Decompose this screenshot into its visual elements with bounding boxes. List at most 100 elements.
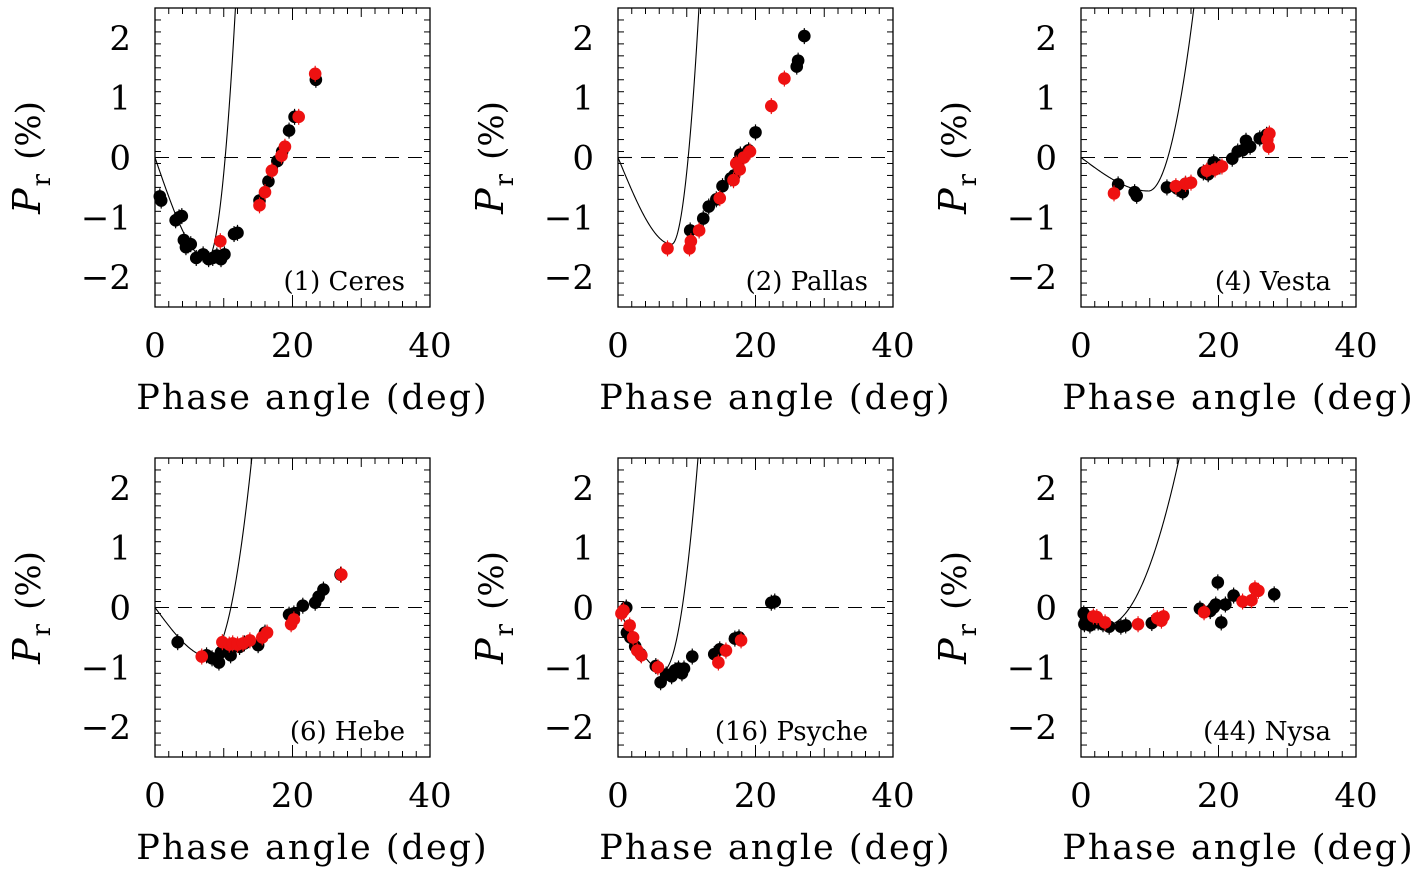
data-point [1219,598,1232,611]
data-point [224,649,237,662]
y-axis-label: Pr (%) [931,551,983,665]
series-red [661,70,791,257]
y-tick-label: −1 [544,648,594,688]
data-point [1262,140,1275,154]
x-tick-label: 20 [1197,776,1240,816]
y-tick-label: 0 [1035,589,1057,629]
data-point [683,224,697,237]
data-point [765,99,778,113]
x-axis-label: Phase angle (deg) [1062,378,1414,418]
data-point [175,209,189,223]
x-axis-label: Phase angle (deg) [136,828,488,868]
data-point [1215,160,1229,173]
data-point [231,226,244,240]
x-tick-label: 40 [1334,326,1377,366]
data-point [623,619,636,632]
y-axis-label: Pr (%) [468,101,520,215]
fit-curve [1081,458,1180,626]
x-axis-label: Phase angle (deg) [136,378,488,418]
y-tick-label: −2 [1007,708,1057,748]
data-point [258,185,272,199]
x-tick-label: 0 [1070,776,1092,816]
data-point [798,29,811,43]
data-point [1130,189,1143,203]
y-tick-label: 1 [1035,529,1057,569]
x-tick-label: 40 [871,776,914,816]
x-tick-label: 0 [144,776,166,816]
y-tick-label: 1 [109,79,131,119]
x-tick-label: 40 [408,776,451,816]
panel-5: 0 20 40 −2 −1 0 1 2 Phase angle (deg) Pr (%) (16) P… [468,457,950,868]
y-tick-label: 1 [1035,79,1057,119]
y-tick-label: −1 [1007,648,1057,688]
y-axis-label: Pr (%) [931,101,983,215]
y-tick-label: −1 [81,198,131,238]
y-tick-label: 0 [109,139,131,179]
data-point [1169,179,1183,193]
data-point [335,568,348,581]
panel-2: 0 20 40 −2 −1 0 1 2 Phase angle (deg) Pr (%) (2) Pa… [468,7,951,418]
data-point [154,194,168,207]
y-tick-label: −2 [544,258,594,298]
series-black [153,71,323,268]
data-point [1227,589,1240,602]
data-point [260,626,274,639]
panel-label: (1) Ceres [283,267,405,297]
y-tick-label: −1 [81,648,131,688]
panel-3: 0 20 40 −2 −1 0 1 2 Phase angle (deg) Pr (%) (4) Ve… [931,7,1414,418]
y-axis-unit: (%) [9,551,49,610]
data-point [218,248,231,261]
data-point [243,634,257,647]
data-point [727,173,740,187]
data-point [684,234,698,248]
y-axis-subscript: r [490,173,520,186]
y-tick-label: −2 [544,708,594,748]
x-tick-label: 40 [408,326,451,366]
y-tick-label: 2 [572,469,594,509]
data-point [265,164,279,177]
series-red [615,602,748,676]
fit-curve [1081,8,1195,192]
data-point [661,242,674,255]
data-point [1119,619,1132,632]
y-tick-label: 2 [1035,469,1057,509]
panel-6: 0 20 40 −2 −1 0 1 2 Phase angle (deg) Pr (%) (44) N… [931,457,1414,868]
data-point [791,54,805,67]
x-tick-label: 0 [1070,326,1092,366]
y-axis-label: Pr (%) [468,551,520,665]
y-tick-label: 2 [109,469,131,509]
x-axis-label: Phase angle (deg) [599,378,951,418]
panel-label: (16) Psyche [715,717,868,747]
x-axis-label: Phase angle (deg) [1062,828,1414,868]
x-tick-label: 20 [734,776,777,816]
data-point [692,224,706,237]
data-point [778,72,791,85]
data-point [1263,127,1276,140]
data-point [749,126,762,139]
data-point [635,649,648,662]
y-tick-label: −1 [1007,198,1057,238]
y-tick-label: 2 [109,19,131,59]
data-point [768,595,782,608]
x-tick-label: 0 [607,326,629,366]
y-axis-subscript: r [27,173,57,186]
y-axis-symbol: P [468,637,512,665]
data-point [1252,584,1265,598]
x-tick-label: 20 [271,776,314,816]
y-tick-label: 0 [572,139,594,179]
x-tick-label: 40 [871,326,914,366]
y-tick-label: 0 [109,589,131,629]
data-point [1245,594,1258,607]
data-point [734,634,748,647]
data-point [184,237,198,251]
y-tick-label: 1 [572,79,594,119]
data-point [626,631,640,644]
data-point [617,604,630,617]
x-tick-label: 20 [734,326,777,366]
series-black [683,28,811,239]
x-tick-label: 0 [144,326,166,366]
data-point [317,583,330,596]
data-point [253,199,266,212]
data-point [1197,605,1211,619]
data-point [287,613,301,626]
